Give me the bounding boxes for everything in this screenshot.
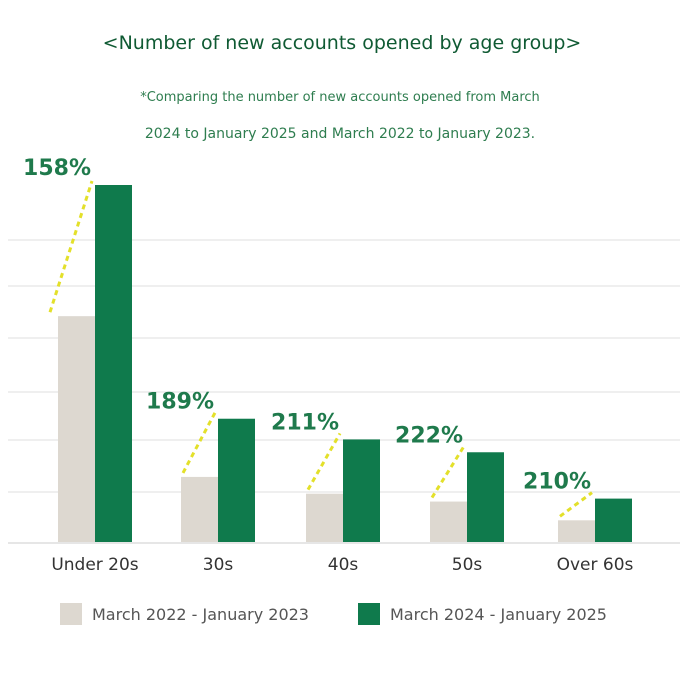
bar-2022-30s	[181, 476, 218, 542]
legend-item-2024: March 2024 - January 2025	[358, 601, 607, 627]
chart-title: <Number of new accounts opened by age gr…	[102, 32, 582, 54]
bars	[58, 185, 632, 542]
growth-label: 158%	[23, 156, 91, 181]
growth-labels: 158% 189% 211% 222% 210%	[23, 156, 591, 495]
legend-swatch-2022	[60, 603, 82, 625]
legend-label-2022: March 2022 - January 2023	[92, 604, 309, 624]
growth-label: 189%	[146, 390, 214, 415]
growth-label: 222%	[395, 423, 463, 448]
legend-item-2022: March 2022 - January 2023	[60, 601, 309, 627]
legend-swatch-2024	[358, 603, 380, 625]
growth-label: 210%	[523, 470, 591, 495]
growth-connector	[306, 432, 342, 491]
legend-label-2024: March 2024 - January 2025	[390, 604, 607, 624]
growth-connector	[430, 445, 466, 499]
bar-2024-30s	[218, 418, 255, 542]
bar-2022-50s	[430, 501, 467, 542]
x-axis-tick-labels: Under 20s 30s 40s 50s Over 60s	[51, 555, 633, 575]
bar-2022-over-60s	[558, 520, 595, 542]
bar-2024-over-60s	[595, 498, 632, 542]
chart-subtitle-line-2: 2024 to January 2025 and March 2022 to J…	[144, 126, 536, 142]
x-tick-label: Under 20s	[51, 555, 138, 575]
bar-2022-40s	[306, 493, 343, 542]
x-tick-label: 30s	[203, 555, 234, 575]
bar-2022-under-20s	[58, 316, 95, 542]
bar-2024-under-20s	[95, 185, 132, 542]
growth-connector	[181, 412, 217, 474]
growth-connector	[559, 491, 593, 518]
growth-connector	[48, 180, 94, 313]
x-tick-label: 50s	[452, 555, 483, 575]
bar-2024-40s	[343, 439, 380, 542]
bar-2024-50s	[467, 452, 504, 542]
growth-connectors	[48, 180, 593, 518]
x-tick-label: Over 60s	[557, 555, 634, 575]
chart-subtitle-line-1: *Comparing the number of new accounts op…	[140, 90, 540, 105]
x-tick-label: 40s	[328, 555, 359, 575]
growth-label: 211%	[271, 410, 339, 435]
